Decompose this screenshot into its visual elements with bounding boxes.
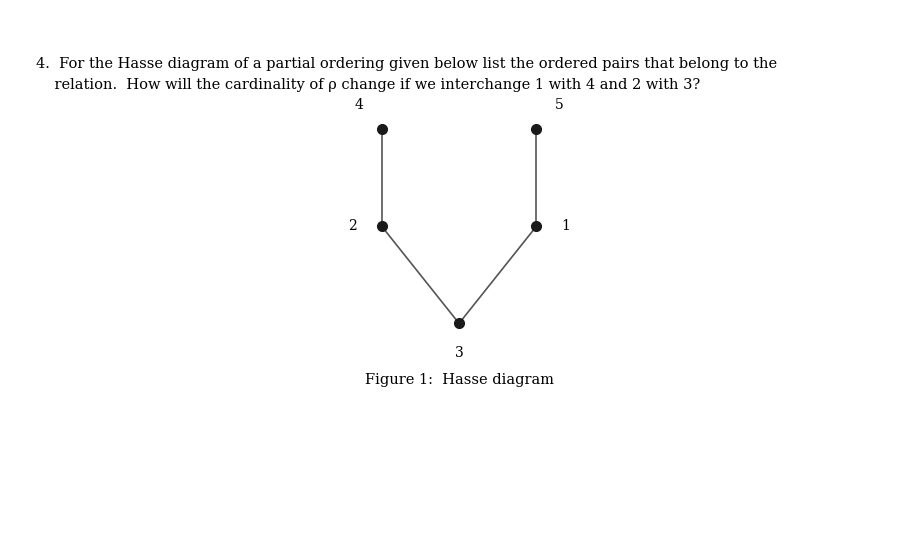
Text: 4: 4 [355,98,364,112]
Text: Figure 1:  Hasse diagram: Figure 1: Hasse diagram [365,373,554,387]
Text: relation.  How will the cardinality of ρ change if we interchange 1 with 4 and 2: relation. How will the cardinality of ρ … [36,78,701,92]
Text: 5: 5 [554,98,564,112]
Text: 3: 3 [454,346,464,360]
Text: 2: 2 [348,219,357,233]
Text: 4.  For the Hasse diagram of a partial ordering given below list the ordered pai: 4. For the Hasse diagram of a partial or… [36,57,777,71]
Text: 1: 1 [561,219,570,233]
